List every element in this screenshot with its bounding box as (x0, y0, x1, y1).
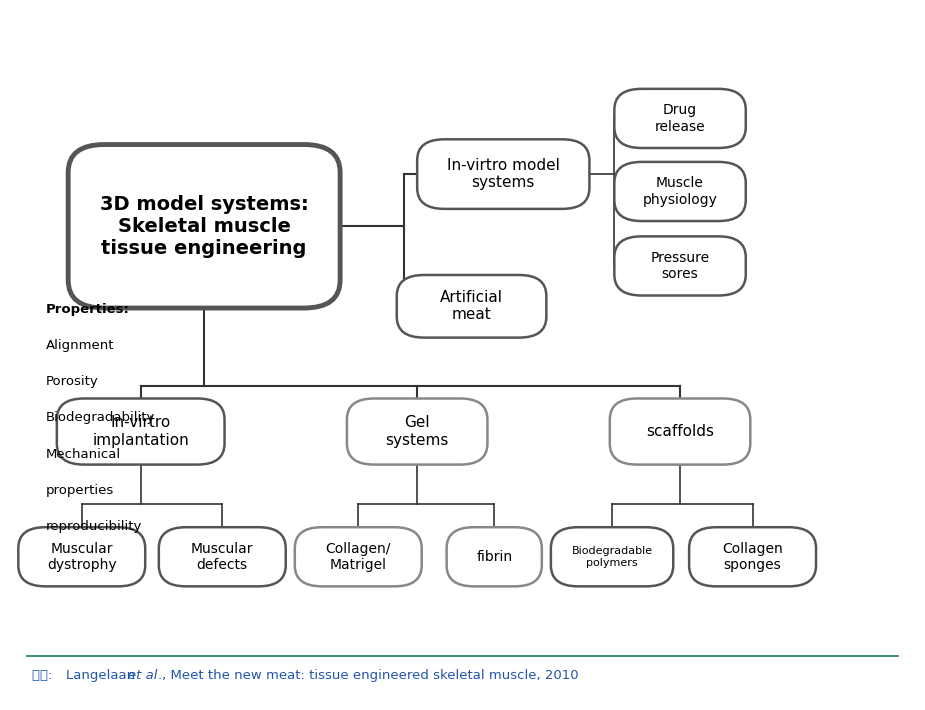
Text: In-virtro model
systems: In-virtro model systems (447, 158, 560, 190)
Text: Properties:: Properties: (45, 303, 130, 316)
Text: et al: et al (128, 669, 157, 682)
Text: Muscle
physiology: Muscle physiology (643, 176, 718, 207)
Text: Artificial
meat: Artificial meat (440, 290, 503, 322)
Text: Muscular
dystrophy: Muscular dystrophy (47, 542, 117, 572)
Text: Gel
systems: Gel systems (386, 415, 449, 448)
Text: 자료:: 자료: (31, 669, 56, 682)
FancyBboxPatch shape (68, 145, 340, 308)
Text: Drug
release: Drug release (655, 104, 706, 133)
FancyBboxPatch shape (447, 528, 542, 586)
Text: ., Meet the new meat: tissue engineered skeletal muscle, 2010: ., Meet the new meat: tissue engineered … (158, 669, 578, 682)
FancyBboxPatch shape (56, 398, 225, 464)
Text: fibrin: fibrin (476, 550, 512, 564)
Text: Alignment: Alignment (45, 339, 114, 352)
Text: Pressure
sores: Pressure sores (650, 251, 709, 281)
FancyBboxPatch shape (159, 528, 286, 586)
Text: Collagen/
Matrigel: Collagen/ Matrigel (326, 542, 391, 572)
Text: Biodegradability: Biodegradability (45, 411, 154, 425)
Text: Muscular
defects: Muscular defects (191, 542, 253, 572)
FancyBboxPatch shape (689, 528, 816, 586)
Text: In-virtro
implantation: In-virtro implantation (92, 415, 189, 448)
Text: Collagen
sponges: Collagen sponges (722, 542, 783, 572)
Text: scaffolds: scaffolds (646, 424, 714, 439)
Text: Langelaan: Langelaan (67, 669, 140, 682)
Text: Biodegradable
polymers: Biodegradable polymers (572, 546, 653, 567)
FancyBboxPatch shape (610, 398, 750, 464)
FancyBboxPatch shape (614, 236, 746, 295)
FancyBboxPatch shape (347, 398, 487, 464)
Text: Mechanical: Mechanical (45, 447, 120, 461)
Text: properties: properties (45, 484, 114, 497)
FancyBboxPatch shape (18, 528, 145, 586)
Text: 3D model systems:
Skeletal muscle
tissue engineering: 3D model systems: Skeletal muscle tissue… (100, 195, 309, 258)
FancyBboxPatch shape (614, 89, 746, 148)
FancyBboxPatch shape (417, 139, 589, 209)
FancyBboxPatch shape (551, 528, 673, 586)
Text: reproducibility: reproducibility (45, 520, 142, 533)
Text: Porosity: Porosity (45, 375, 98, 388)
FancyBboxPatch shape (614, 162, 746, 221)
FancyBboxPatch shape (295, 528, 422, 586)
FancyBboxPatch shape (397, 275, 547, 338)
